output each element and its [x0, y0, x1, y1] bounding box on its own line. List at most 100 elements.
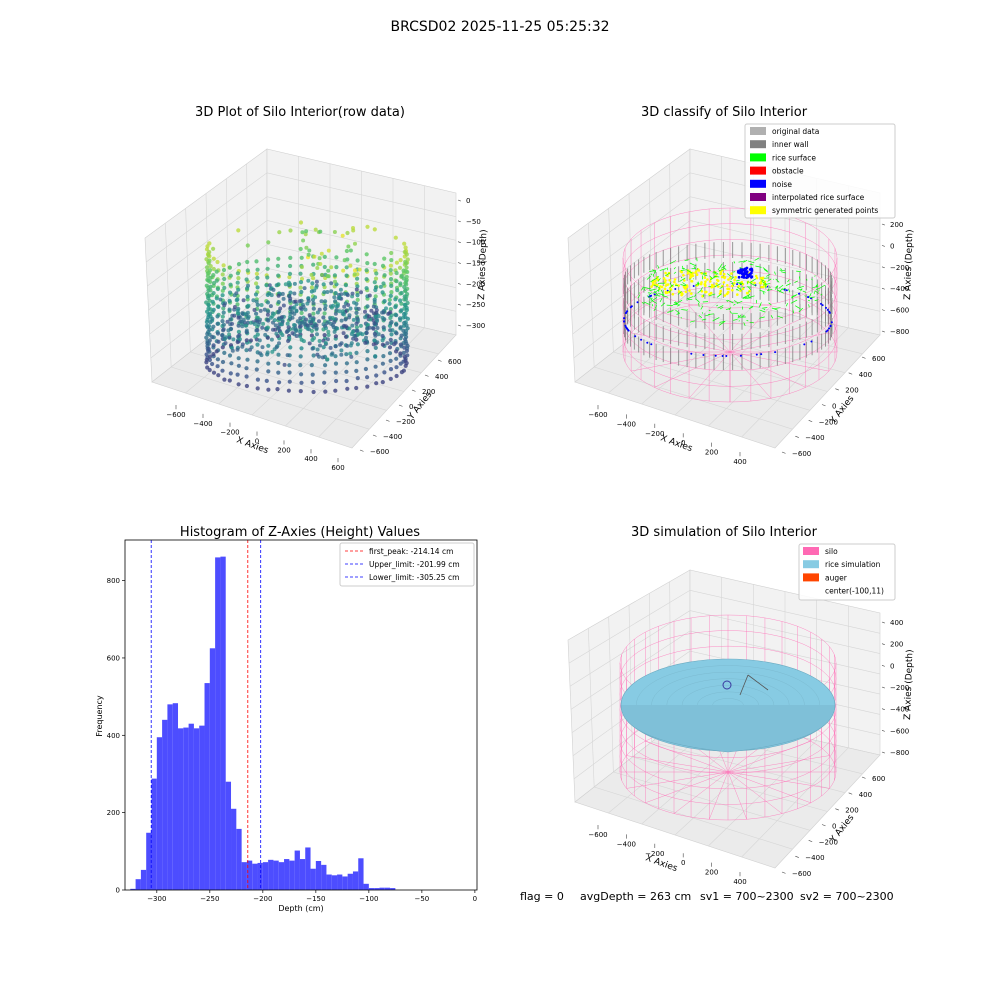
symmetric-point	[746, 292, 749, 295]
obstacle-noise-point	[743, 271, 746, 274]
x-tick-label: −600	[588, 831, 607, 839]
symmetric-point	[709, 291, 713, 295]
symmetric-point	[683, 286, 687, 290]
raw-point	[204, 323, 209, 328]
raw-point	[332, 273, 337, 278]
raw-point	[322, 290, 327, 295]
raw-point	[351, 317, 356, 322]
symmetric-point	[668, 279, 671, 282]
noise-point	[623, 320, 626, 323]
raw-point	[388, 307, 393, 312]
raw-point	[288, 255, 293, 260]
raw-point	[367, 314, 372, 319]
raw-point	[398, 258, 403, 263]
raw-point	[394, 365, 399, 370]
raw-point	[208, 320, 213, 325]
raw-point	[220, 319, 225, 324]
rice-surface-point	[754, 257, 760, 261]
symmetric-point	[668, 287, 672, 290]
symmetric-point	[759, 276, 763, 280]
histogram-bar	[193, 728, 200, 890]
raw-point	[325, 321, 330, 325]
rice-surface-point	[775, 285, 779, 290]
rice-surface-point	[742, 314, 745, 318]
symmetric-point	[699, 282, 703, 286]
legend-label: silo	[825, 547, 838, 556]
rice-surface-point	[798, 307, 804, 313]
symmetric-point	[729, 276, 732, 280]
rice-surface-point	[654, 270, 657, 273]
raw-point	[359, 290, 363, 295]
raw-point	[315, 266, 320, 270]
histogram-bar	[379, 887, 385, 890]
grid-line	[171, 366, 370, 430]
raw-point	[317, 339, 322, 343]
panel-classify-zticks: 200 0 −200 −400 −600 −800	[881, 221, 909, 336]
raw-point	[275, 263, 280, 268]
raw-point	[236, 356, 241, 361]
raw-point	[389, 250, 394, 256]
raw-point	[371, 304, 376, 309]
symmetric-point	[673, 278, 677, 281]
histogram-ylabel: Frequency	[95, 695, 104, 737]
y-tick-label: 800	[107, 577, 120, 585]
raw-point	[280, 291, 285, 296]
rice-surface-point	[708, 313, 715, 315]
raw-point	[307, 341, 312, 346]
raw-point	[206, 346, 211, 352]
raw-point	[358, 323, 363, 328]
raw-point	[269, 337, 274, 342]
rice-surface-point	[796, 285, 805, 289]
raw-point	[221, 263, 226, 268]
rice-surface-point	[710, 275, 717, 281]
raw-point	[387, 301, 392, 306]
rice-surface-point	[733, 284, 735, 287]
raw-point	[215, 314, 220, 319]
y-tick-label: 200	[422, 388, 435, 396]
tick-mark	[821, 404, 826, 407]
raw-point	[403, 358, 408, 363]
rice-surface-point	[714, 273, 718, 275]
raw-point	[228, 371, 233, 376]
raw-point	[207, 250, 212, 255]
raw-point	[372, 280, 377, 285]
grid-line	[608, 616, 614, 773]
raw-point	[332, 230, 337, 234]
legend-label: first_peak: -214.14 cm	[369, 547, 453, 556]
raw-point	[319, 299, 324, 304]
rice-surface-point	[661, 295, 669, 298]
raw-point	[277, 380, 282, 385]
raw-point	[218, 297, 223, 302]
raw-point	[356, 332, 361, 337]
footer-flag: flag = 0	[520, 890, 564, 903]
rice-surface-point	[705, 314, 710, 317]
raw-point	[235, 280, 240, 285]
panel-raw-title: 3D Plot of Silo Interior(row data)	[195, 105, 405, 120]
raw-point	[265, 266, 270, 271]
rice-surface-point	[719, 306, 724, 310]
raw-point	[248, 320, 253, 325]
symmetric-point	[665, 291, 669, 294]
raw-point	[394, 260, 399, 265]
histogram-bar	[352, 871, 359, 890]
raw-point	[404, 265, 409, 270]
raw-point	[394, 270, 399, 276]
y-tick-label: 200	[845, 807, 858, 815]
raw-point	[317, 354, 321, 359]
rice-surface-point	[652, 289, 660, 294]
y-tick-label: 400	[107, 732, 120, 740]
auger-line	[747, 674, 769, 691]
raw-point	[265, 335, 270, 340]
panel-raw-zticks: 0 −50 −100 −150 −200 −250 −300	[457, 197, 485, 330]
rice-surface-point	[641, 286, 644, 291]
histogram-bar	[183, 727, 189, 890]
rice-surface-point	[716, 304, 719, 307]
raw-point	[290, 331, 295, 336]
raw-point	[254, 299, 259, 304]
panel-classify-xlabel: X Axies	[659, 433, 694, 454]
raw-point	[403, 331, 409, 336]
histogram-bar	[156, 737, 163, 890]
rice-surface-point	[736, 286, 742, 291]
raw-point	[348, 263, 353, 268]
raw-point	[302, 319, 307, 324]
